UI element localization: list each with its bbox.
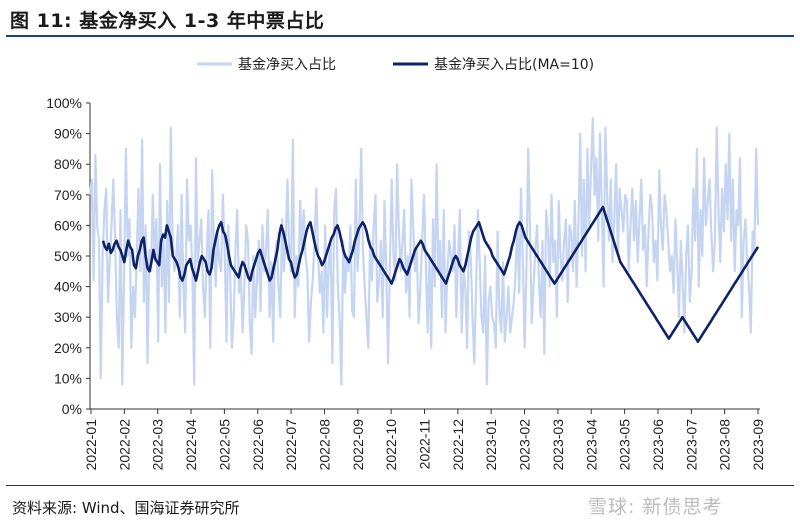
series-line-raw [88, 117, 760, 386]
y-tick-label: 20% [54, 340, 82, 356]
x-tick-label: 2022-07 [283, 419, 299, 471]
x-tick-label: 2022-08 [316, 419, 332, 471]
x-tick-label: 2023-08 [717, 419, 733, 471]
y-tick-label: 10% [54, 370, 82, 386]
x-axis: 2022-01 2022-02 2022-03 2022-04 2022-05 2022-… [83, 408, 766, 471]
x-tick-label: 2023-01 [483, 419, 499, 471]
plot-area [88, 117, 760, 386]
x-tick-label: 2022-09 [350, 419, 366, 471]
watermark: 雪球: 新债思考 [588, 496, 723, 518]
bottom-rule [6, 485, 794, 486]
x-tick-label: 2022-06 [250, 419, 266, 471]
legend-label-ma: 基金净买入占比(MA=10) [434, 56, 594, 73]
x-tick-label: 2023-03 [550, 419, 566, 471]
y-tick-label: 0% [62, 401, 82, 417]
y-tick-label: 100% [46, 95, 82, 111]
x-tick-label: 2022-11 [417, 419, 433, 470]
x-tick-label: 2022-05 [216, 419, 232, 471]
x-tick-label: 2022-03 [150, 419, 166, 471]
y-tick-label: 30% [54, 309, 82, 325]
x-tick-label: 2023-06 [650, 419, 666, 471]
x-tick-label: 2023-05 [617, 419, 633, 471]
x-tick-label: 2022-04 [183, 419, 199, 471]
x-tick-label: 2023-09 [750, 419, 766, 471]
series-line-ma10 [101, 205, 760, 344]
y-tick-label: 80% [54, 156, 82, 172]
y-tick-label: 60% [54, 217, 82, 233]
legend: 基金净买入占比 基金净买入占比(MA=10) [197, 56, 594, 73]
x-tick-label: 2022-10 [383, 419, 399, 471]
line-chart: 0% 10% 20% 30% 40% 50% 60% 70% 80% 90% 100% 2022-0… [46, 56, 766, 471]
y-tick-label: 70% [54, 187, 82, 203]
y-tick-label: 90% [54, 126, 82, 142]
x-tick-label: 2023-04 [583, 419, 599, 471]
y-axis: 0% 10% 20% 30% 40% 50% 60% 70% 80% 90% 100% [46, 95, 91, 417]
x-tick-label: 2022-12 [450, 419, 466, 471]
chart-title: 图 11: 基金净买入 1-3 年中票占比 [10, 10, 325, 32]
title-rule [6, 35, 794, 37]
y-tick-label: 40% [54, 279, 82, 295]
y-tick-label: 50% [54, 248, 82, 264]
x-tick-label: 2022-02 [116, 419, 132, 471]
x-tick-label: 2023-02 [517, 419, 533, 471]
x-tick-label: 2022-01 [83, 419, 99, 471]
x-tick-label: 2023-07 [683, 419, 699, 471]
source-note: 资料来源: Wind、国海证券研究所 [12, 499, 240, 517]
legend-label-raw: 基金净买入占比 [238, 56, 336, 73]
